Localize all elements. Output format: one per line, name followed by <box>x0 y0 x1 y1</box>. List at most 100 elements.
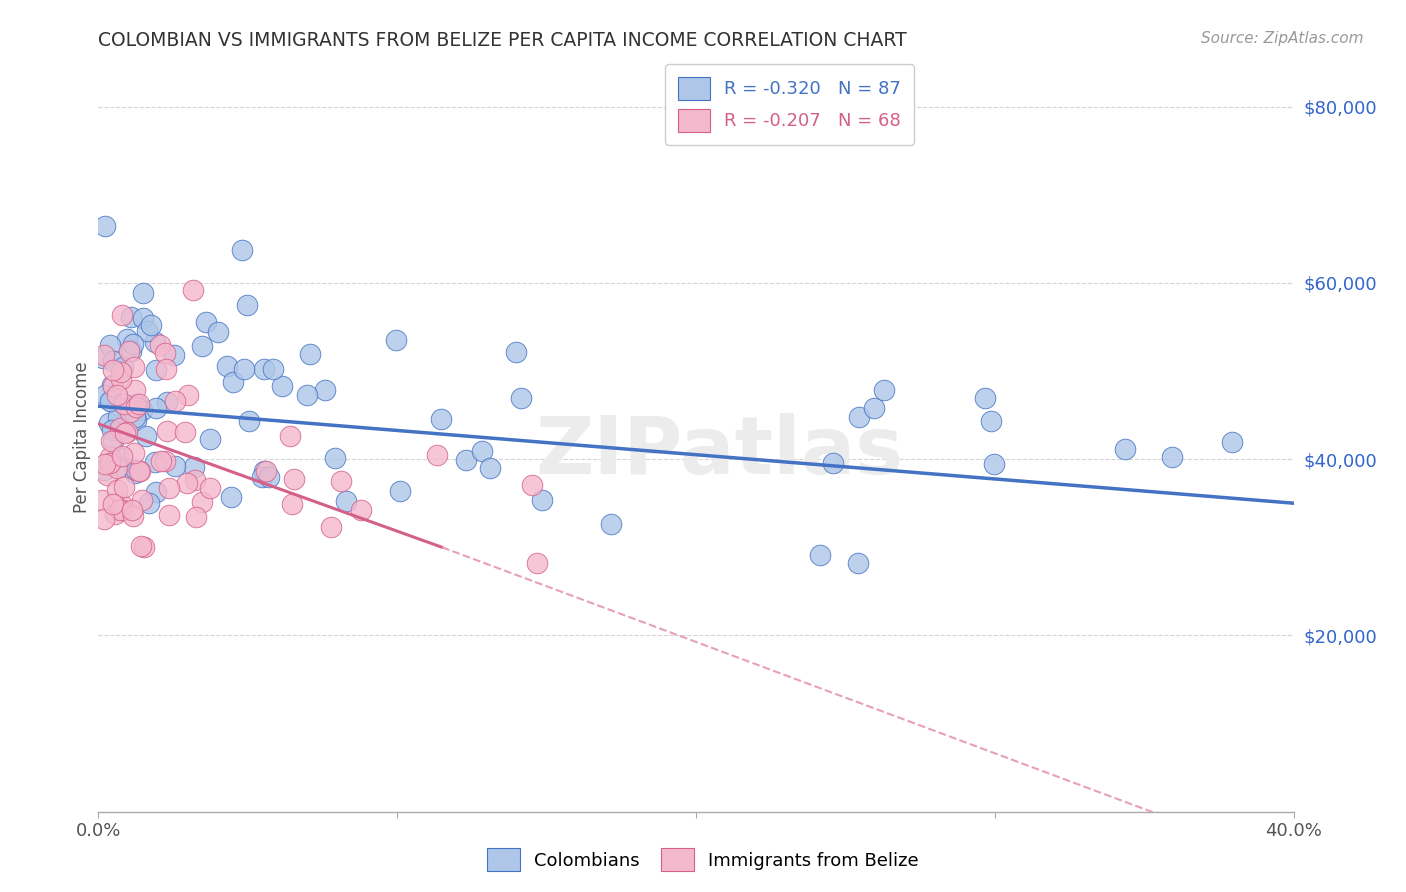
Point <box>115 425 138 439</box>
Point <box>115 401 138 415</box>
Point <box>125 401 148 415</box>
Point <box>100 423 122 437</box>
Point <box>863 401 886 416</box>
Point <box>93 463 115 477</box>
Point <box>531 493 554 508</box>
Point <box>157 508 180 522</box>
Point <box>219 491 242 505</box>
Point <box>389 484 412 499</box>
Point <box>138 496 160 510</box>
Point <box>159 482 181 496</box>
Point <box>93 512 115 526</box>
Point <box>98 416 121 430</box>
Point <box>121 509 143 524</box>
Point <box>198 481 221 495</box>
Point <box>135 325 157 339</box>
Point <box>103 379 125 393</box>
Point <box>253 361 276 376</box>
Point <box>128 397 150 411</box>
Point <box>98 456 121 470</box>
Point <box>145 401 167 415</box>
Point <box>145 484 167 499</box>
Point <box>183 473 205 487</box>
Point <box>112 503 135 517</box>
Point <box>155 425 177 439</box>
Point <box>163 348 186 362</box>
Point <box>117 332 139 346</box>
Point <box>846 556 869 570</box>
Point <box>600 516 623 531</box>
Point <box>254 464 277 478</box>
Point <box>238 414 260 428</box>
Point <box>103 507 125 521</box>
Point <box>105 483 128 497</box>
Point <box>111 449 134 463</box>
Point <box>821 456 844 470</box>
Point <box>299 346 322 360</box>
Point <box>110 372 132 386</box>
Point <box>110 365 132 379</box>
Point <box>181 283 204 297</box>
Point <box>94 388 117 402</box>
Point <box>1220 435 1243 450</box>
Point <box>122 337 145 351</box>
Point <box>329 475 352 489</box>
Point <box>198 432 221 446</box>
Point <box>207 325 229 339</box>
Point <box>124 466 146 480</box>
Point <box>526 556 548 570</box>
Point <box>295 388 318 402</box>
Point <box>430 411 453 425</box>
Point <box>110 502 132 516</box>
Point <box>155 345 177 359</box>
Point <box>980 414 1002 428</box>
Point <box>191 338 214 352</box>
Point <box>111 308 134 322</box>
Point <box>231 243 253 257</box>
Point <box>150 454 173 468</box>
Point <box>135 429 157 443</box>
Point <box>132 310 155 325</box>
Point <box>262 362 284 376</box>
Point <box>479 461 502 475</box>
Point <box>319 520 342 534</box>
Point <box>283 472 305 486</box>
Point <box>111 423 134 437</box>
Point <box>808 549 831 563</box>
Point <box>1161 450 1184 464</box>
Point <box>124 463 146 477</box>
Point <box>217 359 239 373</box>
Point <box>281 498 304 512</box>
Point <box>100 394 122 409</box>
Point <box>233 362 256 376</box>
Point <box>848 410 870 425</box>
Point <box>98 394 121 409</box>
Point <box>236 298 259 312</box>
Point <box>176 475 198 490</box>
Point <box>145 363 167 377</box>
Point <box>98 450 121 464</box>
Point <box>118 405 141 419</box>
Point <box>222 375 245 389</box>
Point <box>426 448 449 462</box>
Y-axis label: Per Capita Income: Per Capita Income <box>73 361 91 513</box>
Point <box>520 478 543 492</box>
Point <box>112 480 135 494</box>
Point <box>350 503 373 517</box>
Point <box>155 454 177 468</box>
Point <box>108 420 131 434</box>
Text: Source: ZipAtlas.com: Source: ZipAtlas.com <box>1201 31 1364 46</box>
Point <box>129 539 152 553</box>
Point <box>163 458 186 473</box>
Point <box>101 434 124 449</box>
Text: ZIPatlas: ZIPatlas <box>536 413 904 491</box>
Point <box>509 391 531 405</box>
Point <box>132 286 155 301</box>
Point <box>471 444 494 458</box>
Legend: Colombians, Immigrants from Belize: Colombians, Immigrants from Belize <box>479 841 927 879</box>
Point <box>131 403 153 417</box>
Point <box>91 351 114 365</box>
Point <box>93 457 115 471</box>
Point <box>111 359 134 374</box>
Point <box>111 498 134 512</box>
